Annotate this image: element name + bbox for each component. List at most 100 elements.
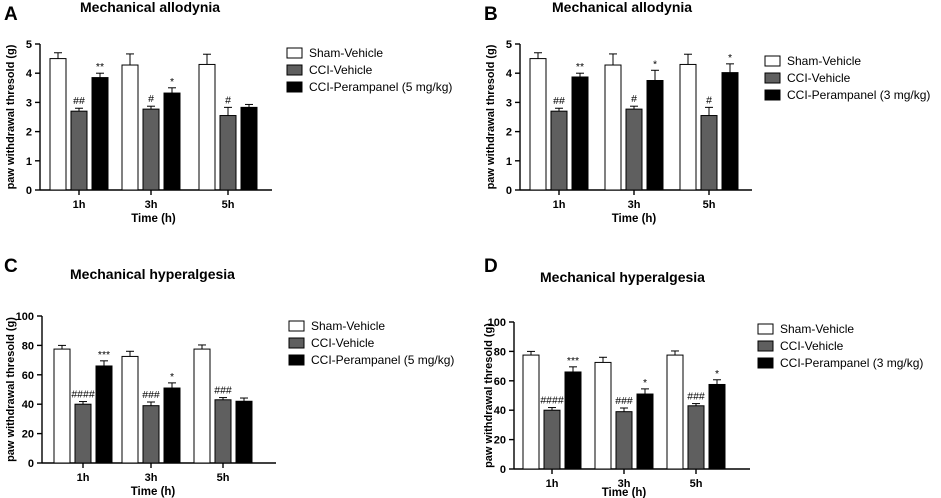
- panel-c-y-tick-label: 40: [22, 399, 34, 411]
- panel-a-bar-cci-perampanel: [240, 106, 258, 191]
- panel-d-legend-swatch-cci-perampanel: [757, 357, 774, 369]
- panel-d-y-tick-label: 40: [494, 405, 506, 417]
- panel-c-bar-sham-vehicle: [193, 348, 211, 464]
- panel-d-bar-cci-vehicle: [543, 409, 561, 470]
- panel-a-legend-label-cci-vehicle: CCI-Vehicle: [309, 63, 373, 77]
- panel-b-x-tick-label: 3h: [628, 199, 641, 211]
- panel-c-bar-cci-vehicle: [142, 405, 160, 464]
- panel-b-y-tick-label: 5: [506, 39, 512, 51]
- panel-b-significance-hash: ##: [553, 95, 565, 107]
- panel-d-significance-hash: ####: [540, 395, 564, 407]
- panel-d-y-tick-label: 80: [494, 346, 506, 358]
- panel-a-y-tick-label: 0: [26, 185, 32, 197]
- panel-d-significance-star: *: [643, 377, 647, 389]
- panel-b-significance-star: *: [653, 58, 657, 70]
- panel-c-bar-sham-vehicle: [53, 348, 71, 464]
- panel-a-legend-swatch-cci-vehicle: [286, 64, 303, 76]
- panel-b-bar-cci-perampanel: [721, 72, 739, 191]
- panel-d-bar-cci-perampanel: [708, 383, 726, 470]
- panel-c-legend-label-cci-vehicle: CCI-Vehicle: [311, 336, 375, 350]
- panel-b-bar-sham-vehicle: [604, 64, 622, 191]
- panel-a-bar-cci-vehicle: [70, 110, 88, 191]
- panel-d-letter: D: [484, 256, 498, 277]
- panel-c-legend-swatch-cci-perampanel: [288, 354, 305, 366]
- panel-a-bar-cci-perampanel: [91, 77, 109, 191]
- panel-a-legend-label-sham-vehicle: Sham-Vehicle: [309, 46, 383, 60]
- panel-c-bar-sham-vehicle: [121, 355, 139, 464]
- panel-b-y-tick-label: 2: [506, 127, 512, 139]
- panel-a-y-axis-title: paw withdrawal thresold (g): [5, 44, 17, 189]
- panel-a-y-tick-label: 5: [26, 39, 32, 51]
- panel-a-x-tick-label: 5h: [222, 199, 235, 211]
- panel-c-legend-label-sham-vehicle: Sham-Vehicle: [311, 319, 385, 333]
- panel-d-legend-swatch-cci-vehicle: [757, 340, 774, 352]
- panel-b-bar-cci-vehicle: [550, 110, 568, 191]
- panel-c-significance-star: ***: [98, 349, 110, 361]
- panel-b-significance-hash: #: [631, 93, 637, 105]
- panel-d-x-tick-label: 5h: [690, 478, 703, 490]
- panel-c-x-tick-label: 1h: [77, 472, 90, 484]
- panel-a-significance-hash: #: [225, 94, 231, 106]
- panel-d-bar-sham-vehicle: [522, 354, 540, 470]
- panel-a-significance-star: *: [170, 76, 174, 88]
- panel-d-y-axis-title: paw withdrawal thresold (g): [483, 323, 495, 468]
- panel-d-significance-hash: ###: [615, 395, 633, 407]
- panel-a-bar-cci-vehicle: [142, 108, 160, 191]
- panel-d-significance-star: ***: [567, 355, 579, 367]
- panel-d-significance-star: *: [715, 368, 719, 380]
- panel-d-bar-cci-vehicle: [615, 411, 633, 470]
- panel-b-bar-cci-vehicle: [700, 115, 718, 191]
- panel-c-bar-cci-perampanel: [163, 387, 181, 464]
- panel-b-y-tick-label: 3: [506, 97, 512, 109]
- panel-b-y-tick-label: 0: [506, 185, 512, 197]
- panel-a-bar-sham-vehicle: [198, 63, 216, 191]
- panel-d-title: Mechanical hyperalgesia: [540, 269, 705, 285]
- panel-a-x-tick-label: 1h: [73, 199, 86, 211]
- panel-a-bar-sham-vehicle: [49, 58, 67, 191]
- panel-c-y-tick-label: 100: [16, 311, 34, 323]
- panel-c-significance-hash: ###: [142, 389, 160, 401]
- panel-d-legend-label-sham-vehicle: Sham-Vehicle: [780, 322, 854, 336]
- panel-d-bar-cci-vehicle: [687, 405, 705, 470]
- panel-a-y-tick-label: 1: [26, 156, 32, 168]
- panel-c-significance-hash: ###: [214, 385, 232, 397]
- panel-b-significance-star: *: [728, 52, 732, 64]
- panel-a-legend-swatch-sham-vehicle: [286, 47, 303, 59]
- panel-b-letter: B: [484, 4, 498, 25]
- panel-a-bar-sham-vehicle: [121, 64, 139, 191]
- panel-a-y-tick-label: 4: [26, 68, 33, 80]
- panel-c-letter: C: [4, 256, 18, 277]
- panel-b-y-tick-label: 1: [506, 156, 512, 168]
- panel-d-y-tick-label: 0: [500, 464, 506, 476]
- panel-d-bar-sham-vehicle: [666, 354, 684, 470]
- panel-c-legend-swatch-sham-vehicle: [288, 320, 305, 332]
- panel-b-x-tick-label: 1h: [553, 199, 566, 211]
- panel-d-bar-cci-perampanel: [636, 393, 654, 470]
- panel-b-significance-star: **: [576, 61, 584, 73]
- panel-b-legend-swatch-sham-vehicle: [764, 55, 781, 67]
- panel-a-y-tick-label: 3: [26, 97, 32, 109]
- panel-d-x-tick-label: 3h: [618, 478, 631, 490]
- panel-a-x-axis-title: Time (h): [131, 213, 176, 225]
- panel-b-significance-hash: #: [706, 94, 712, 106]
- panel-b-legend-label-cci-perampanel: CCI-Perampanel (3 mg/kg): [787, 88, 930, 102]
- panel-b-y-axis-title: paw withdrawal thresold (g): [485, 44, 497, 189]
- panel-c-title: Mechanical hyperalgesia: [70, 266, 235, 282]
- panel-d-bar-sham-vehicle: [594, 361, 612, 470]
- panel-d-x-axis-title: Time (h): [602, 487, 647, 498]
- panel-d-y-tick-label: 100: [488, 317, 506, 329]
- panel-a-significance-star: **: [96, 61, 104, 73]
- panel-d-y-tick-label: 20: [494, 435, 506, 447]
- panel-c-bar-cci-vehicle: [74, 403, 92, 464]
- panel-c-legend-label-cci-perampanel: CCI-Perampanel (5 mg/kg): [311, 353, 454, 367]
- panel-a-letter: A: [4, 4, 18, 25]
- panel-b-legend-swatch-cci-vehicle: [764, 72, 781, 84]
- panel-d-bar-cci-perampanel: [564, 371, 582, 470]
- panel-c-y-tick-label: 60: [22, 370, 34, 382]
- panel-c-y-tick-label: 80: [22, 340, 34, 352]
- panel-b-x-tick-label: 5h: [703, 199, 716, 211]
- panel-c-y-tick-label: 0: [28, 458, 34, 470]
- panel-c-x-tick-label: 5h: [217, 472, 230, 484]
- panel-b-bar-sham-vehicle: [679, 63, 697, 191]
